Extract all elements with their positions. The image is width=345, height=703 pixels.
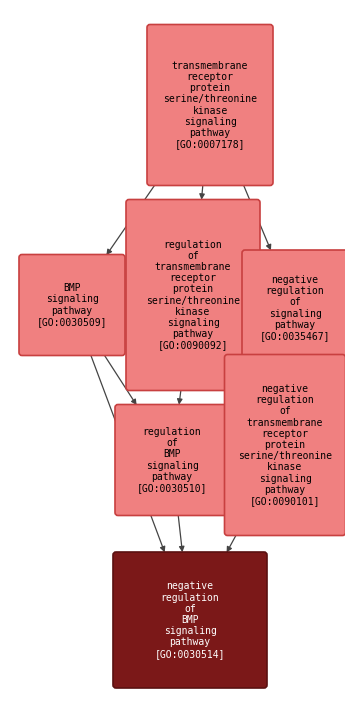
FancyBboxPatch shape: [242, 250, 345, 366]
Text: negative
regulation
of
BMP
signaling
pathway
[GO:0030514]: negative regulation of BMP signaling pat…: [155, 581, 225, 659]
Text: negative
regulation
of
signaling
pathway
[GO:0035467]: negative regulation of signaling pathway…: [260, 275, 330, 341]
FancyBboxPatch shape: [126, 200, 260, 390]
Text: transmembrane
receptor
protein
serine/threonine
kinase
signaling
pathway
[GO:000: transmembrane receptor protein serine/th…: [163, 60, 257, 149]
Text: negative
regulation
of
transmembrane
receptor
protein
serine/threonine
kinase
si: negative regulation of transmembrane rec…: [238, 384, 332, 506]
FancyBboxPatch shape: [115, 404, 229, 515]
FancyBboxPatch shape: [19, 254, 125, 356]
FancyBboxPatch shape: [225, 354, 345, 536]
FancyBboxPatch shape: [147, 25, 273, 186]
Text: BMP
signaling
pathway
[GO:0030509]: BMP signaling pathway [GO:0030509]: [37, 283, 107, 327]
Text: regulation
of
transmembrane
receptor
protein
serine/threonine
kinase
signaling
p: regulation of transmembrane receptor pro…: [146, 240, 240, 350]
Text: regulation
of
BMP
signaling
pathway
[GO:0030510]: regulation of BMP signaling pathway [GO:…: [137, 427, 207, 493]
FancyBboxPatch shape: [113, 552, 267, 688]
